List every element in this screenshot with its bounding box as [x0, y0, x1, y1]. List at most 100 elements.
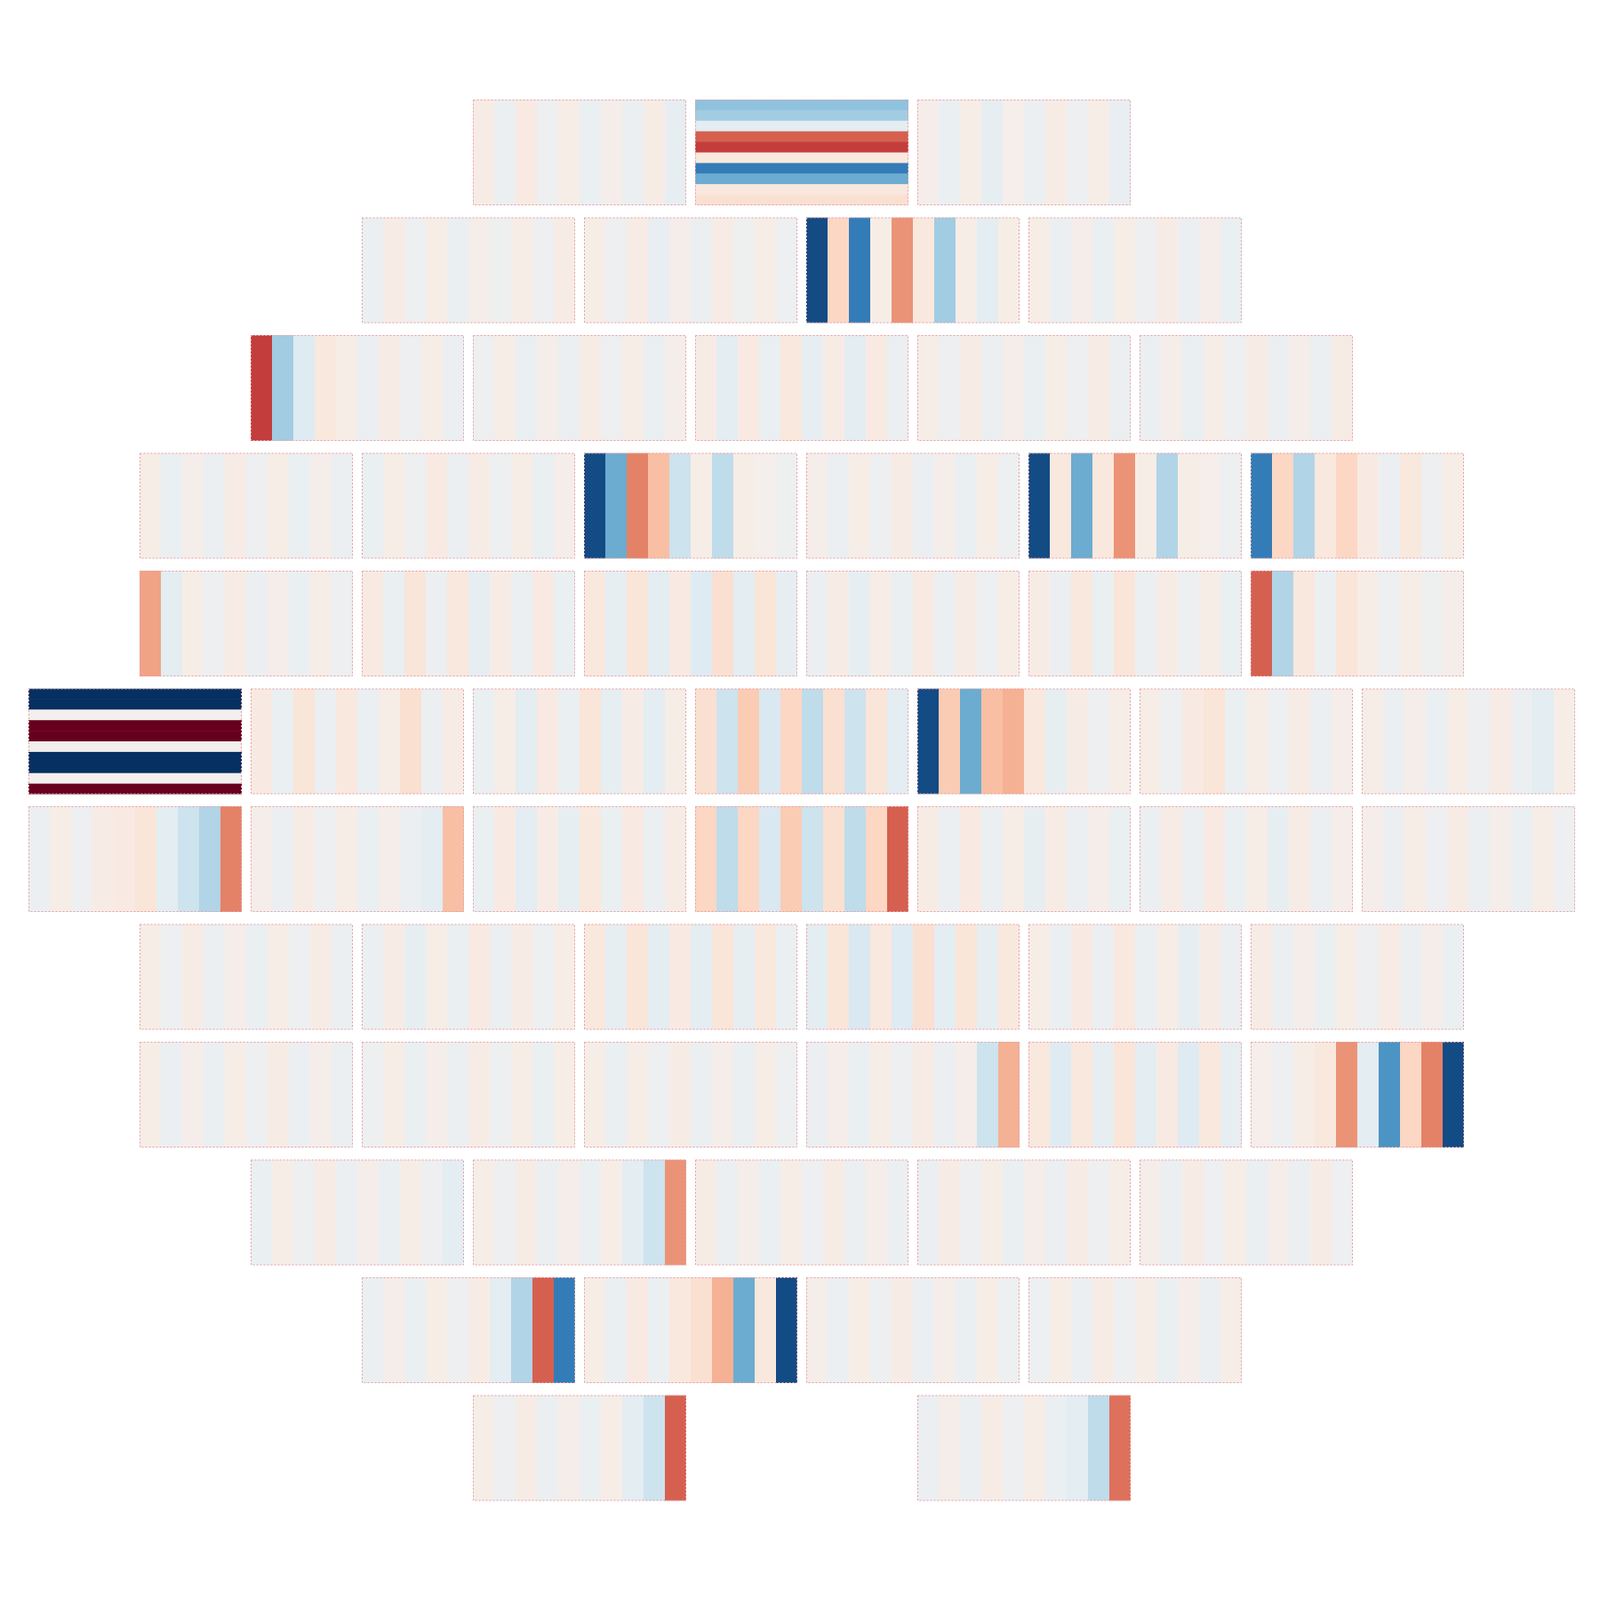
ccd-cell — [1272, 570, 1295, 677]
ccd-cells — [250, 1160, 464, 1266]
ccd-cell — [1199, 217, 1222, 324]
ccd-cell — [511, 924, 534, 1031]
ccd-cell — [139, 1041, 162, 1148]
ccd-cell — [823, 335, 846, 441]
ccd-cell — [887, 688, 909, 795]
ccd-cell — [981, 1395, 1004, 1502]
ccd-cell — [383, 453, 406, 560]
ccd-cell — [515, 1395, 538, 1502]
ccd-cell — [626, 217, 649, 324]
ccd-cell — [1220, 570, 1242, 677]
ccd-cells — [695, 806, 909, 912]
ccd-cell — [1421, 924, 1444, 1031]
ccd-cell — [1361, 806, 1384, 912]
ccd-cells — [1139, 806, 1353, 912]
ccd-cell — [361, 924, 384, 1031]
ccd-cell — [1425, 688, 1448, 795]
ccd-cell — [28, 688, 242, 700]
ccd-cell — [1357, 1041, 1380, 1148]
ccd-cell — [917, 335, 940, 441]
ccd-cell — [690, 453, 713, 560]
ccd-cell — [267, 453, 290, 560]
ccd-frame — [1140, 807, 1353, 912]
ccd-cell — [976, 924, 1000, 1031]
ccd-cell — [511, 1041, 534, 1148]
ccd-frame — [473, 807, 687, 912]
ccd-cell — [960, 99, 983, 206]
ccd-cell — [823, 688, 846, 795]
ccd-cell — [288, 924, 312, 1031]
ccd-cell — [669, 453, 692, 560]
ccd-cell — [1002, 335, 1025, 441]
ccd-cell — [1553, 688, 1576, 795]
ccd-cell — [1066, 1395, 1089, 1502]
ccd-cell — [1160, 688, 1184, 795]
ccd-cell — [267, 1041, 290, 1148]
ccd-cell — [806, 453, 829, 560]
ccd-cell — [865, 688, 888, 795]
ccd-cell — [404, 453, 427, 560]
ccd — [806, 570, 1021, 677]
ccd-cell — [1404, 806, 1427, 912]
ccd-frame — [251, 336, 464, 441]
ccd-cell — [1336, 453, 1359, 560]
ccd-frame — [584, 924, 798, 1030]
ccd-cell — [780, 335, 803, 441]
ccd-cell — [553, 1041, 576, 1148]
ccd-cell — [827, 1277, 850, 1384]
ccd-cell — [648, 217, 671, 324]
ccd-cell — [998, 453, 1020, 560]
ccd-cell — [1224, 806, 1248, 912]
ccd-frame — [918, 807, 1131, 912]
ccd-cell — [1092, 924, 1115, 1031]
ccd-cell — [1357, 570, 1380, 677]
ccd — [1250, 570, 1465, 677]
ccd-cells — [584, 453, 798, 560]
ccd-cell — [1135, 217, 1158, 324]
ccd-cell — [1088, 1160, 1111, 1266]
ccd-cell — [955, 1277, 978, 1384]
ccd-cell — [1113, 453, 1136, 560]
ccd-cell — [1425, 806, 1448, 912]
ccd-cell — [695, 162, 909, 174]
ccd-cell — [1314, 453, 1337, 560]
ccd-cell — [960, 688, 983, 795]
ccd-cell — [976, 1277, 1000, 1384]
ccd-cell — [494, 1160, 517, 1266]
ccd-cells — [472, 688, 687, 795]
ccd-cell — [272, 806, 295, 912]
ccd — [917, 335, 1132, 441]
ccd-cell — [1331, 1160, 1353, 1266]
ccd-cell — [976, 453, 1000, 560]
ccd-cell — [955, 1041, 978, 1148]
ccd — [1028, 217, 1243, 324]
ccd-cell — [643, 1160, 666, 1266]
ccd-cell — [712, 570, 735, 677]
ccd-cell — [1224, 335, 1248, 441]
ccd-cell — [203, 570, 226, 677]
ccd-cells — [1250, 570, 1464, 677]
ccd-cell — [177, 806, 200, 912]
ccd-cell — [1109, 806, 1131, 912]
ccd-frame — [140, 1042, 353, 1148]
ccd-cell — [553, 453, 576, 560]
ccd-cell — [1092, 217, 1115, 324]
ccd-cell — [917, 806, 940, 912]
ccd-cell — [584, 1041, 607, 1148]
ccd-cells — [1139, 335, 1353, 441]
ccd-cell — [182, 1041, 205, 1148]
ccd-cell — [1357, 453, 1380, 560]
ccd-cell — [199, 806, 222, 912]
ccd-cell — [494, 806, 517, 912]
ccd — [806, 1041, 1021, 1148]
ccd-cell — [246, 924, 269, 1031]
ccd-cell — [400, 806, 423, 912]
ccd-cell — [1156, 217, 1179, 324]
ccd — [806, 1277, 1021, 1384]
ccd — [1139, 688, 1354, 795]
ccd-cell — [917, 688, 940, 795]
ccd-cell — [378, 335, 401, 441]
ccd-cell — [272, 688, 295, 795]
mosaic-chart — [0, 0, 1600, 1600]
ccd-cell — [584, 453, 607, 560]
